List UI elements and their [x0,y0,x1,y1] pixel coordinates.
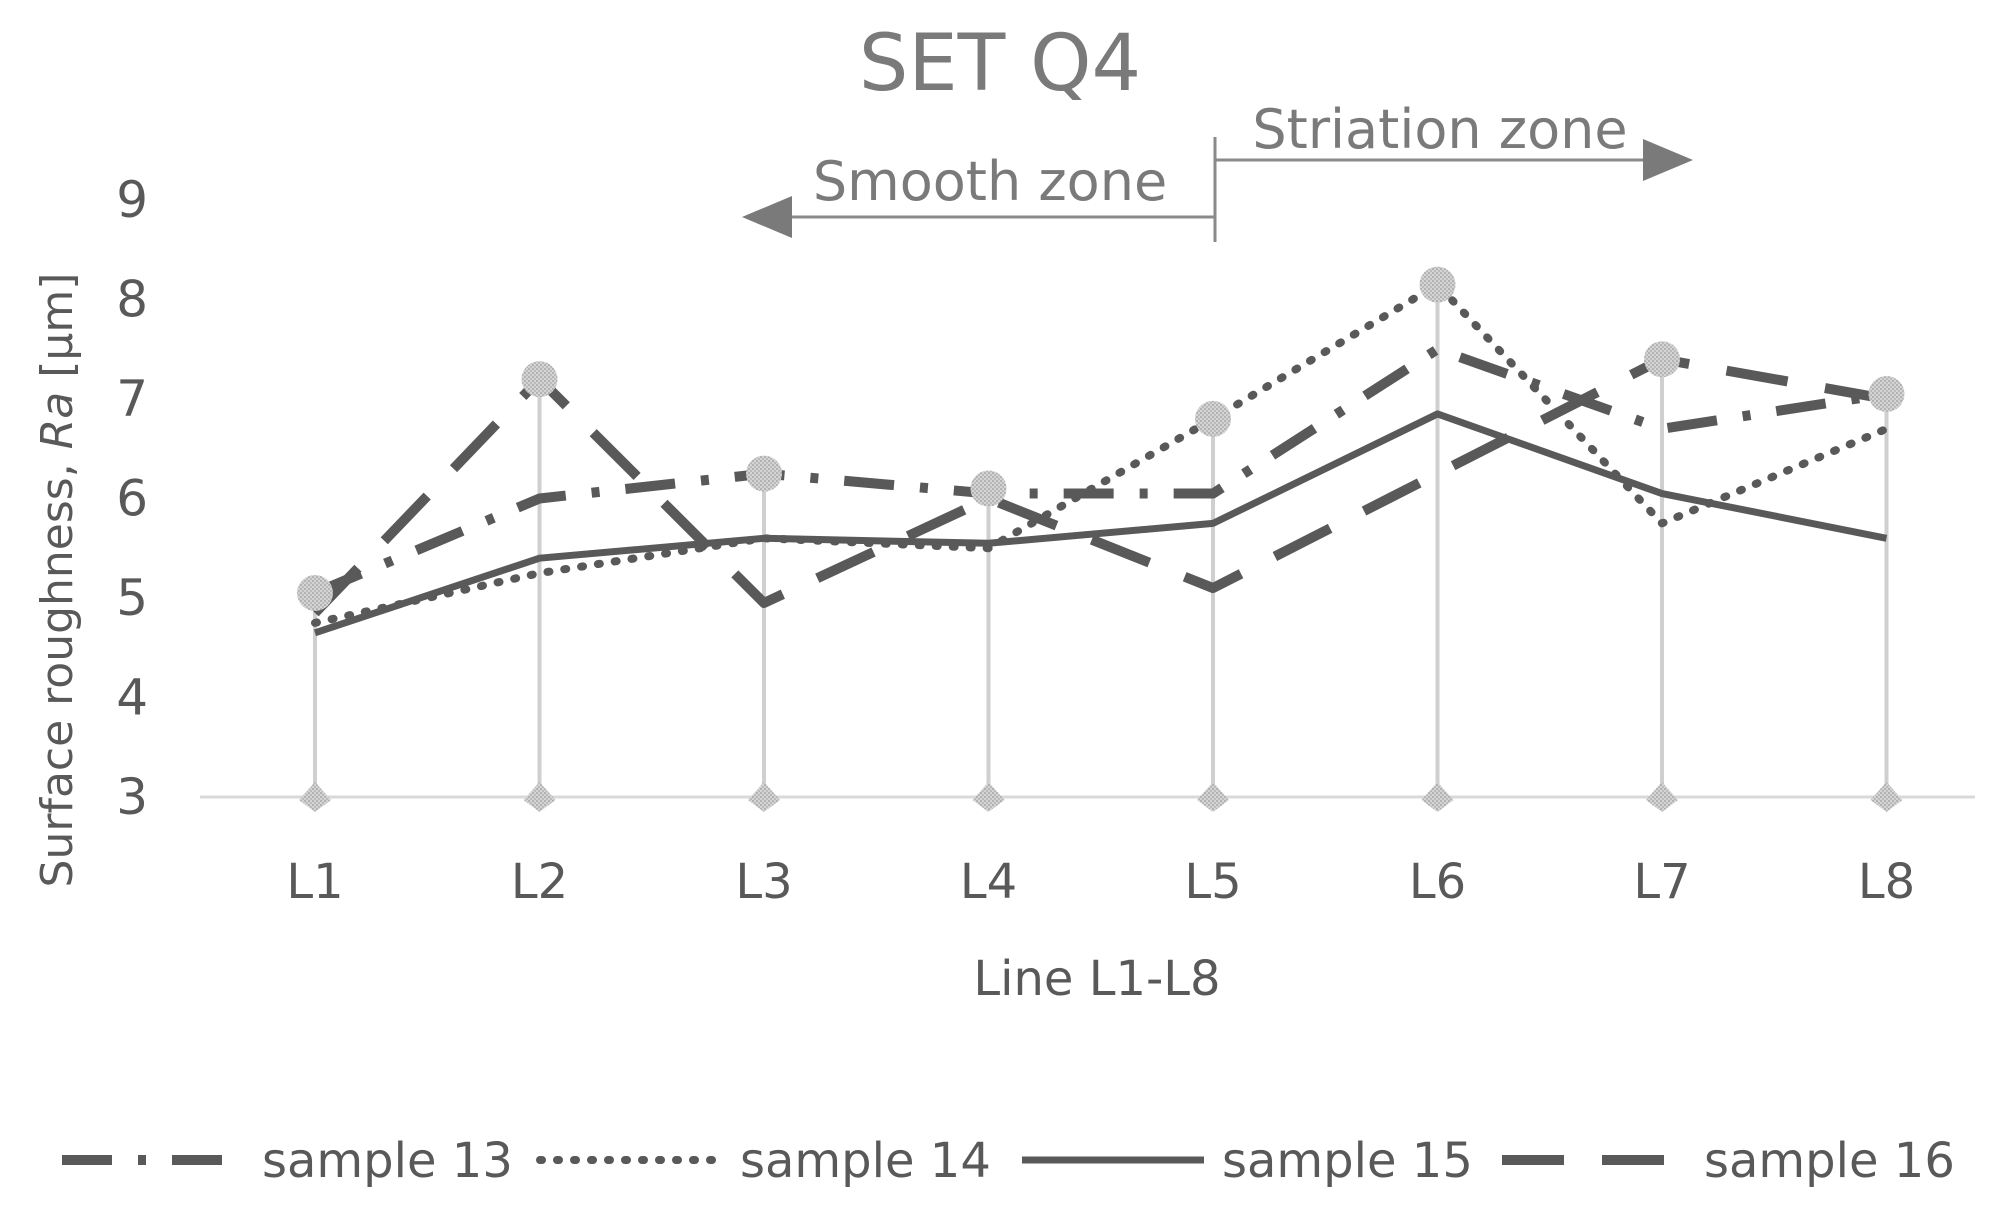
x-tick-label: L6 [1409,854,1466,910]
high-marker [1195,400,1231,437]
x-tick-label: L8 [1858,854,1915,910]
low-marker [748,782,780,812]
high-marker [521,361,558,398]
series-line-sample-15 [313,410,1888,637]
y-axis-ticks: 3 4 5 6 7 8 9 [116,171,148,826]
x-tick-label: L1 [286,854,343,910]
y-axis-label: Surface roughness, Ra [µm] [32,273,83,888]
legend-label: sample 16 [1704,1133,1955,1189]
y-tick-label: 9 [116,171,148,229]
series-lines [311,280,1891,637]
low-marker [1646,782,1678,812]
x-axis-label: Line L1-L8 [973,951,1220,1007]
series-line-sample-14 [311,280,1891,627]
x-tick-label: L2 [511,854,568,910]
low-marker [1197,782,1229,812]
legend-label: sample 15 [1222,1133,1473,1189]
range-markers [297,266,1905,812]
high-marker [1419,266,1456,303]
low-marker [1421,782,1454,812]
legend: sample 13 sample 14 sample 15 sample 16 [62,1133,1955,1189]
y-tick-label: 6 [116,470,148,528]
high-marker [970,470,1007,507]
high-marker [297,575,333,612]
legend-label: sample 13 [262,1133,513,1189]
low-marker [1870,782,1903,812]
smooth-zone-arrowhead [742,196,792,238]
y-tick-label: 7 [116,370,148,428]
x-axis-ticks: L1 L2 L3 L4 L5 L6 L7 L8 [286,854,1915,910]
legend-label: sample 14 [740,1133,991,1189]
low-marker [972,782,1005,812]
x-tick-label: L3 [735,854,792,910]
low-marker [299,782,331,812]
x-tick-label: L7 [1633,854,1690,910]
chart-title: SET Q4 [859,19,1141,109]
high-marker [1644,341,1680,378]
y-tick-label: 4 [116,669,148,727]
high-marker [1868,376,1905,413]
y-tick-label: 3 [116,768,148,826]
series-line-sample-16 [311,354,1888,617]
series-line-sample-13 [313,344,1888,598]
y-tick-label: 5 [116,569,148,627]
striation-zone-label: Striation zone [1252,98,1627,161]
smooth-zone-label: Smooth zone [813,150,1167,213]
low-marker [523,782,556,812]
y-tick-label: 8 [116,271,148,329]
striation-zone-arrowhead [1643,139,1693,181]
x-tick-label: L5 [1184,854,1241,910]
high-marker [746,455,782,492]
x-tick-label: L4 [960,854,1017,910]
